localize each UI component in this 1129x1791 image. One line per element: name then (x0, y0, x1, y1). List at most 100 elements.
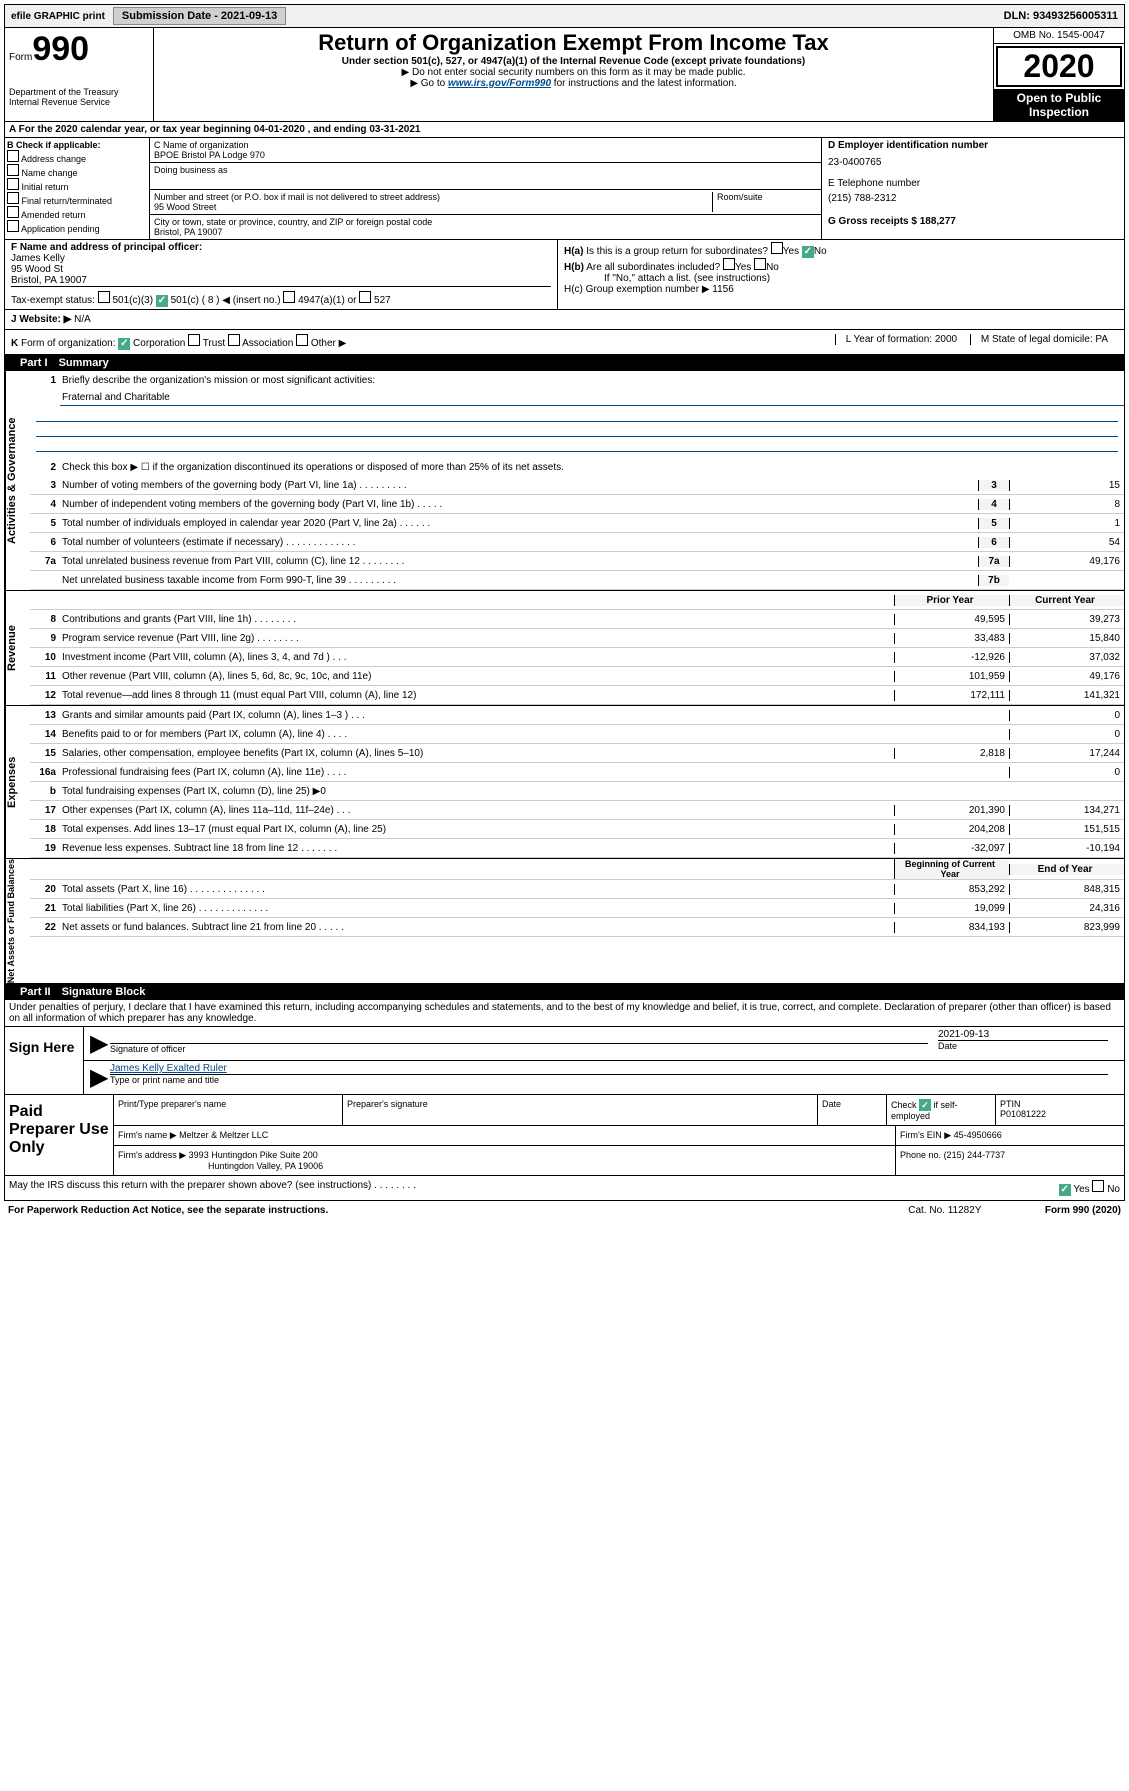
check-pending[interactable]: Application pending (7, 220, 147, 234)
prep-date-header: Date (818, 1095, 887, 1125)
firm-ein: 45-4950666 (954, 1130, 1002, 1140)
top-toolbar: efile GRAPHIC print Submission Date - 20… (4, 4, 1125, 28)
firm-name: Meltzer & Meltzer LLC (179, 1130, 268, 1140)
submission-date-button[interactable]: Submission Date - 2021-09-13 (113, 7, 286, 25)
officer-name-label: Type or print name and title (110, 1074, 1108, 1085)
check-final-return[interactable]: Final return/terminated (7, 192, 147, 206)
data-line: 20Total assets (Part X, line 16) . . . .… (30, 880, 1124, 899)
form-header: Form 990 Department of the Treasury Inte… (4, 28, 1125, 122)
section-b-label: B Check if applicable: (7, 140, 147, 150)
officer-addr2: Bristol, PA 19007 (11, 275, 551, 286)
part1-tab: Part I (12, 355, 56, 371)
data-line: 18Total expenses. Add lines 13–17 (must … (30, 820, 1124, 839)
check-initial-return[interactable]: Initial return (7, 178, 147, 192)
officer-addr1: 95 Wood St (11, 264, 551, 275)
section-b: B Check if applicable: Address change Na… (5, 138, 150, 239)
current-year-header: Current Year (1009, 595, 1124, 606)
dba-label: Doing business as (154, 165, 817, 175)
officer-name: James Kelly (11, 253, 551, 264)
row-a-tax-year: A For the 2020 calendar year, or tax yea… (4, 122, 1125, 138)
part2-header: Part II Signature Block (4, 984, 1125, 1000)
gov-line: 3Number of voting members of the governi… (30, 476, 1124, 495)
form-note1: ▶ Do not enter social security numbers o… (156, 67, 991, 78)
dept-label: Department of the Treasury Internal Reve… (9, 87, 149, 107)
section-c: C Name of organization BPOE Bristol PA L… (150, 138, 821, 239)
gov-line: 7aTotal unrelated business revenue from … (30, 552, 1124, 571)
form-subtitle: Under section 501(c), 527, or 4947(a)(1)… (156, 56, 991, 67)
section-netassets: Net Assets or Fund Balances Beginning of… (4, 859, 1125, 984)
sign-arrow2-icon: ▶ (90, 1063, 110, 1092)
org-name: BPOE Bristol PA Lodge 970 (154, 150, 817, 160)
part1-header: Part I Summary (4, 355, 1125, 371)
tax-status-label: Tax-exempt status: (11, 295, 95, 306)
year-formation: L Year of formation: 2000 (835, 334, 967, 345)
data-line: 17Other expenses (Part IX, column (A), l… (30, 801, 1124, 820)
paperwork-notice: For Paperwork Reduction Act Notice, see … (8, 1205, 845, 1216)
ptin-value: P01081222 (1000, 1109, 1046, 1119)
open-public-badge: Open to Public Inspection (994, 89, 1124, 121)
sig-date-label: Date (938, 1040, 1108, 1051)
note2-pre: ▶ Go to (410, 78, 448, 89)
gov-line: 5Total number of individuals employed in… (30, 514, 1124, 533)
footer: For Paperwork Reduction Act Notice, see … (4, 1201, 1125, 1220)
section-bcd: B Check if applicable: Address change Na… (4, 138, 1125, 240)
omb-number: OMB No. 1545-0047 (994, 28, 1124, 44)
data-line: 14Benefits paid to or for members (Part … (30, 725, 1124, 744)
form-footer-label: Form 990 (2020) (1045, 1205, 1121, 1216)
note2-post: for instructions and the latest informat… (551, 78, 737, 89)
sign-arrow-icon: ▶ (90, 1029, 110, 1058)
part2-title: Signature Block (62, 986, 146, 998)
section-d: D Employer identification number 23-0400… (821, 138, 1124, 239)
data-line: 8Contributions and grants (Part VIII, li… (30, 610, 1124, 629)
org-name-label: C Name of organization (154, 140, 817, 150)
officer-signed-name[interactable]: James Kelly Exalted Ruler (110, 1063, 1118, 1074)
city-value: Bristol, PA 19007 (154, 227, 817, 237)
gov-line: 4Number of independent voting members of… (30, 495, 1124, 514)
mission-label: Briefly describe the organization's miss… (60, 373, 1124, 388)
firm-addr2: Huntingdon Valley, PA 19006 (118, 1161, 323, 1171)
data-line: 22Net assets or fund balances. Subtract … (30, 918, 1124, 937)
sig-officer-label: Signature of officer (110, 1043, 928, 1054)
data-line: 12Total revenue—add lines 8 through 11 (… (30, 686, 1124, 705)
discuss-row: May the IRS discuss this return with the… (4, 1176, 1125, 1201)
part2-tab: Part II (12, 984, 59, 1000)
check-address-change[interactable]: Address change (7, 150, 147, 164)
data-line: bTotal fundraising expenses (Part IX, co… (30, 782, 1124, 801)
row-j: J Website: ▶ N/A (4, 310, 1125, 330)
tax-year: 2020 (996, 46, 1122, 87)
data-line: 21Total liabilities (Part X, line 26) . … (30, 899, 1124, 918)
instructions-link[interactable]: www.irs.gov/Form990 (448, 78, 551, 89)
check-amended[interactable]: Amended return (7, 206, 147, 220)
data-line: 11Other revenue (Part VIII, column (A), … (30, 667, 1124, 686)
sign-here-label: Sign Here (5, 1027, 84, 1094)
section-fh: F Name and address of principal officer:… (4, 240, 1125, 310)
form-prefix: Form (9, 52, 32, 63)
mission-value: Fraternal and Charitable (60, 390, 1124, 406)
prior-year-header: Prior Year (894, 595, 1009, 606)
prep-name-header: Print/Type preparer's name (114, 1095, 343, 1125)
firm-addr1: 3993 Huntingdon Pike Suite 200 (189, 1150, 318, 1160)
sig-date: 2021-09-13 (938, 1029, 1118, 1040)
state-domicile: M State of legal domicile: PA (970, 334, 1118, 345)
phone-label: E Telephone number (828, 178, 1118, 189)
end-year-header: End of Year (1009, 864, 1124, 875)
hb-note: If "No," attach a list. (see instruction… (564, 273, 1118, 284)
data-line: 16aProfessional fundraising fees (Part I… (30, 763, 1124, 782)
website-label: J Website: ▶ (11, 314, 71, 325)
hb-label: H(b) (564, 262, 584, 273)
section-expenses: Expenses 13Grants and similar amounts pa… (4, 706, 1125, 859)
data-line: 15Salaries, other compensation, employee… (30, 744, 1124, 763)
check-name-change[interactable]: Name change (7, 164, 147, 178)
gov-line: 6Total number of volunteers (estimate if… (30, 533, 1124, 552)
dln-label: DLN: 93493256005311 (1004, 10, 1124, 22)
officer-label: F Name and address of principal officer: (11, 242, 551, 253)
form-title: Return of Organization Exempt From Incom… (156, 30, 991, 56)
form-number: 990 (32, 30, 89, 69)
perjury-statement: Under penalties of perjury, I declare th… (4, 1000, 1125, 1027)
governance-label: Activities & Governance (5, 371, 30, 590)
addr-label: Number and street (or P.O. box if mail i… (154, 192, 712, 202)
gov-line: Net unrelated business taxable income fr… (30, 571, 1124, 590)
room-label: Room/suite (712, 192, 817, 212)
data-line: 19Revenue less expenses. Subtract line 1… (30, 839, 1124, 858)
hc-label: H(c) Group exemption number ▶ 1156 (564, 284, 1118, 295)
